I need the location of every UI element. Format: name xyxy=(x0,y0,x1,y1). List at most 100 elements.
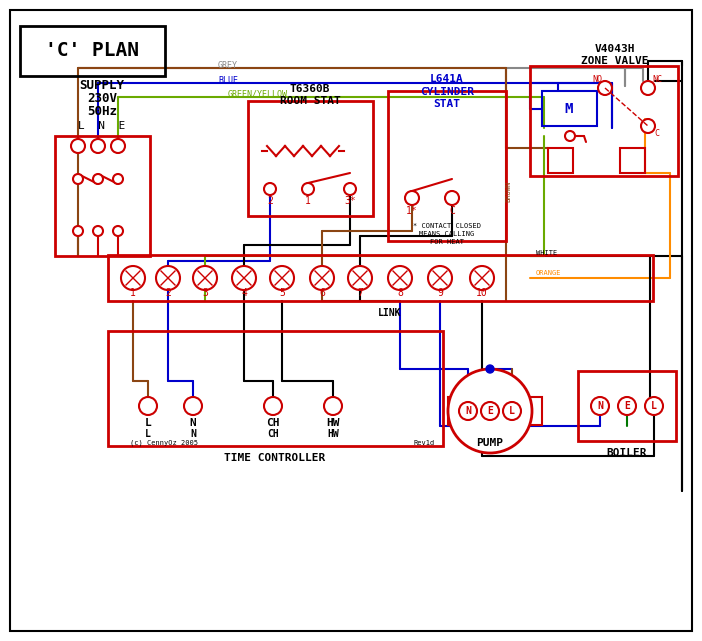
Text: 10: 10 xyxy=(476,288,488,298)
Circle shape xyxy=(470,266,494,290)
Text: HW: HW xyxy=(326,418,340,428)
Text: 1: 1 xyxy=(305,196,311,206)
Text: HW: HW xyxy=(327,429,339,439)
Text: V4043H: V4043H xyxy=(595,44,635,54)
Circle shape xyxy=(184,397,202,415)
Text: L: L xyxy=(145,429,151,439)
Text: N: N xyxy=(597,401,603,411)
Text: NC: NC xyxy=(652,74,662,83)
Circle shape xyxy=(111,139,125,153)
Text: E: E xyxy=(487,406,493,416)
Text: 230V: 230V xyxy=(87,92,117,104)
Text: L: L xyxy=(509,406,515,416)
Circle shape xyxy=(641,119,655,133)
Text: N: N xyxy=(465,406,471,416)
Text: E: E xyxy=(624,401,630,411)
Text: BLUE: BLUE xyxy=(218,76,238,85)
Text: T6360B: T6360B xyxy=(290,84,330,94)
Circle shape xyxy=(91,139,105,153)
Text: M: M xyxy=(565,102,574,116)
Text: 7: 7 xyxy=(357,288,363,298)
Text: 2: 2 xyxy=(165,288,171,298)
Text: BOILER: BOILER xyxy=(607,448,647,458)
Text: ORANGE: ORANGE xyxy=(536,270,562,276)
Text: 50Hz: 50Hz xyxy=(87,104,117,117)
Circle shape xyxy=(270,266,294,290)
Circle shape xyxy=(73,174,83,184)
Text: 3: 3 xyxy=(202,288,208,298)
Text: GREEN/YELLOW: GREEN/YELLOW xyxy=(228,90,288,99)
Text: 1: 1 xyxy=(130,288,136,298)
Text: SUPPLY: SUPPLY xyxy=(79,78,124,92)
Text: GREY: GREY xyxy=(218,60,238,69)
Circle shape xyxy=(121,266,145,290)
Text: C: C xyxy=(449,206,455,216)
Circle shape xyxy=(93,226,103,236)
Circle shape xyxy=(310,266,334,290)
Circle shape xyxy=(618,397,636,415)
Text: 4: 4 xyxy=(241,288,247,298)
Text: L: L xyxy=(145,418,152,428)
Circle shape xyxy=(591,397,609,415)
Text: CYLINDER: CYLINDER xyxy=(420,87,474,97)
Text: 'C' PLAN: 'C' PLAN xyxy=(45,40,139,60)
Circle shape xyxy=(302,183,314,195)
Text: ROOM STAT: ROOM STAT xyxy=(279,96,340,106)
Text: 6: 6 xyxy=(319,288,325,298)
Text: * CONTACT CLOSED: * CONTACT CLOSED xyxy=(413,223,481,229)
Circle shape xyxy=(71,139,85,153)
Circle shape xyxy=(156,266,180,290)
Text: ZONE VALVE: ZONE VALVE xyxy=(581,56,649,66)
Text: TIME CONTROLLER: TIME CONTROLLER xyxy=(225,453,326,463)
Text: N: N xyxy=(190,418,197,428)
Circle shape xyxy=(324,397,342,415)
Text: 3*: 3* xyxy=(344,196,356,206)
Circle shape xyxy=(565,131,575,141)
Circle shape xyxy=(481,402,499,420)
Circle shape xyxy=(428,266,452,290)
Circle shape xyxy=(93,174,103,184)
Circle shape xyxy=(645,397,663,415)
Text: PUMP: PUMP xyxy=(477,438,503,448)
Circle shape xyxy=(348,266,372,290)
Text: L641A: L641A xyxy=(430,74,464,84)
Circle shape xyxy=(232,266,256,290)
Text: MEANS CALLING: MEANS CALLING xyxy=(419,231,475,237)
Circle shape xyxy=(405,191,419,205)
Circle shape xyxy=(503,402,521,420)
Circle shape xyxy=(459,402,477,420)
Text: BROWN: BROWN xyxy=(505,180,511,202)
Circle shape xyxy=(139,397,157,415)
Text: CH: CH xyxy=(267,429,279,439)
Circle shape xyxy=(193,266,217,290)
Text: NO: NO xyxy=(592,74,602,83)
Text: 1*: 1* xyxy=(406,206,418,216)
Circle shape xyxy=(113,174,123,184)
Circle shape xyxy=(388,266,412,290)
Circle shape xyxy=(264,183,276,195)
Circle shape xyxy=(73,226,83,236)
Text: 2: 2 xyxy=(267,196,273,206)
Circle shape xyxy=(598,81,612,95)
Circle shape xyxy=(445,191,459,205)
Circle shape xyxy=(344,183,356,195)
Text: (c) CennyOz 2005: (c) CennyOz 2005 xyxy=(130,440,198,446)
Text: 9: 9 xyxy=(437,288,443,298)
Circle shape xyxy=(113,226,123,236)
Circle shape xyxy=(486,365,494,373)
Text: STAT: STAT xyxy=(434,99,461,109)
Text: L: L xyxy=(651,401,657,411)
Text: 5: 5 xyxy=(279,288,285,298)
Text: L  N  E: L N E xyxy=(79,121,126,131)
Circle shape xyxy=(641,81,655,95)
Text: WHITE: WHITE xyxy=(536,250,557,256)
Text: FOR HEAT: FOR HEAT xyxy=(430,239,464,245)
Text: Rev1d: Rev1d xyxy=(413,440,435,446)
Circle shape xyxy=(448,369,532,453)
Text: N: N xyxy=(190,429,196,439)
Text: CH: CH xyxy=(266,418,280,428)
Text: LINK: LINK xyxy=(378,308,402,318)
Text: 8: 8 xyxy=(397,288,403,298)
Text: C: C xyxy=(654,128,659,138)
Circle shape xyxy=(264,397,282,415)
